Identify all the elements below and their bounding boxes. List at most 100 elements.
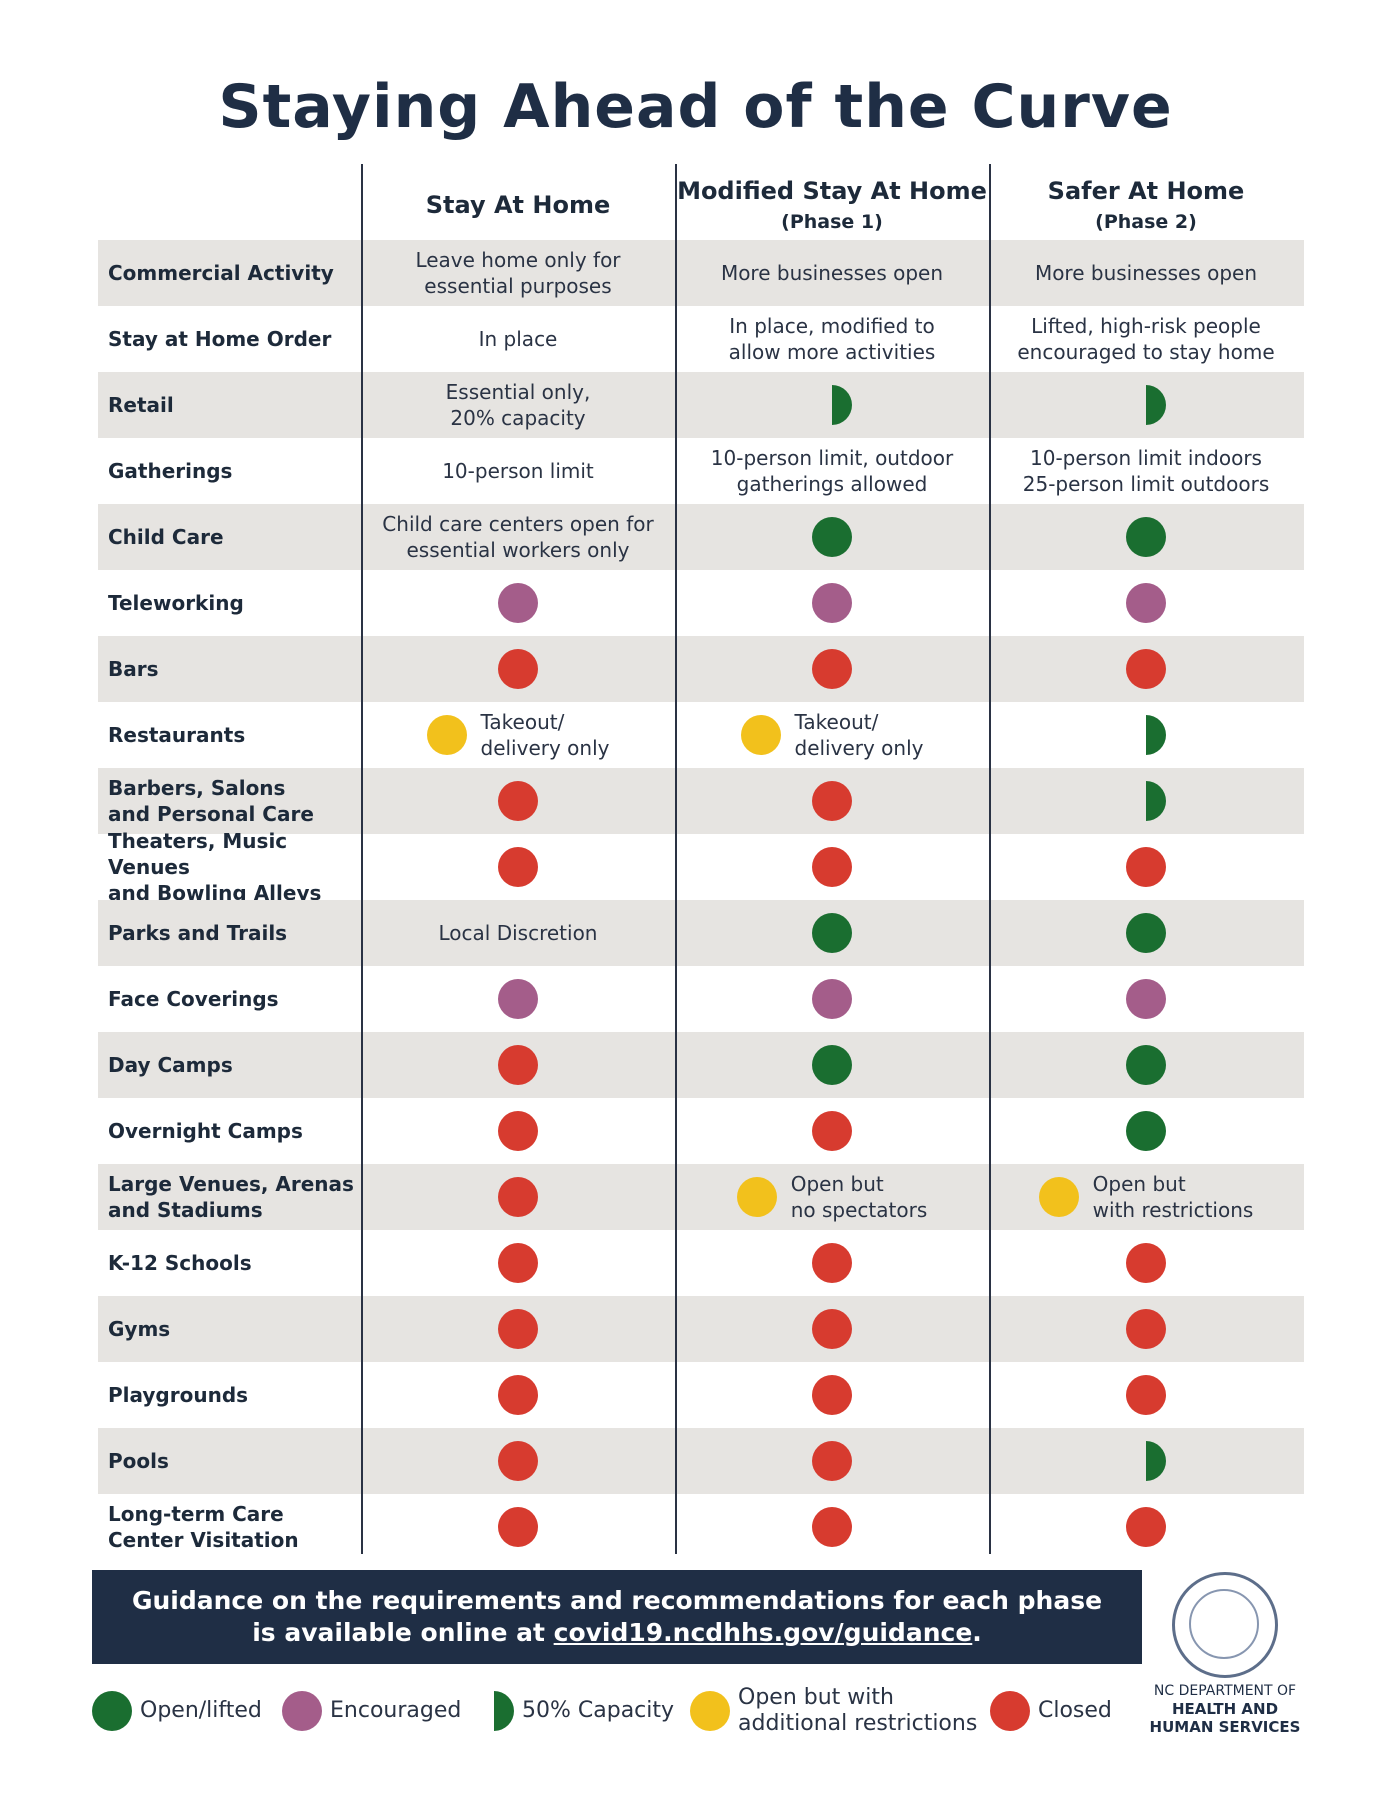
department-line-1: NC DEPARTMENT OF bbox=[1153, 1683, 1297, 1699]
table-cell bbox=[990, 1362, 1302, 1428]
table-cell bbox=[676, 504, 988, 570]
header-title: Modified Stay At Home bbox=[677, 177, 987, 205]
banner-line-2: is available online at covid19.ncdhhs.go… bbox=[252, 1617, 982, 1649]
red-dot-icon bbox=[812, 1111, 852, 1151]
cell-text: Takeout/delivery only bbox=[794, 710, 924, 760]
row-label: Long-term Care Center Visitation bbox=[108, 1502, 299, 1552]
table-cell bbox=[362, 1164, 674, 1230]
red-dot-icon bbox=[498, 1177, 538, 1217]
red-dot-icon bbox=[1126, 847, 1166, 887]
cell-text: Essential only, 20% capacity bbox=[445, 380, 591, 430]
table-cell: In place, modified to allow more activiti… bbox=[676, 306, 988, 372]
cell-text: 10-person limit indoors 25-person limit o… bbox=[1022, 446, 1270, 496]
status-with-note: Open but no spectators bbox=[736, 1171, 927, 1223]
table-cell: Takeout/delivery only bbox=[676, 702, 988, 768]
table-row: Teleworking bbox=[98, 570, 1304, 636]
table-row: Parks and Trails Local Discretion bbox=[98, 900, 1304, 966]
yellow-dot-icon bbox=[736, 1177, 777, 1217]
table-cell bbox=[990, 570, 1302, 636]
row-label: Gatherings bbox=[108, 459, 233, 483]
green-dot-icon bbox=[1126, 913, 1166, 953]
row-label: Overnight Camps bbox=[108, 1119, 303, 1143]
half-circle-icon bbox=[1146, 385, 1166, 425]
table-cell bbox=[362, 1230, 674, 1296]
status-with-note: Takeout/delivery only bbox=[426, 709, 609, 761]
header-stay-at-home: Stay At Home bbox=[362, 170, 674, 240]
legend-item: Open but with additional restrictions bbox=[690, 1685, 977, 1736]
purple-dot-icon bbox=[498, 583, 538, 623]
table-row: Day Camps bbox=[98, 1032, 1304, 1098]
red-dot-icon bbox=[1126, 649, 1166, 689]
row-label: Theaters, Music Venues and Bowling Alleys bbox=[108, 829, 322, 905]
red-dot-icon bbox=[498, 1375, 538, 1415]
header-subtitle: (Phase 2) bbox=[1095, 211, 1197, 233]
table-cell: Open but with restrictions bbox=[990, 1164, 1302, 1230]
red-dot-icon bbox=[498, 1441, 538, 1481]
red-dot-icon bbox=[498, 1111, 538, 1151]
red-dot-icon bbox=[1126, 1243, 1166, 1283]
green-dot-icon bbox=[92, 1691, 132, 1731]
table-row: Child Care Child care centers open for ess… bbox=[98, 504, 1304, 570]
cell-text: Child care centers open for essential wor… bbox=[382, 512, 654, 562]
table-cell: Child care centers open for essential wor… bbox=[362, 504, 674, 570]
legend-label: Open/lifted bbox=[140, 1698, 262, 1723]
header-modified-stay-at-home: Modified Stay At Home (Phase 1) bbox=[676, 170, 988, 240]
page-title: Staying Ahead of the Curve bbox=[218, 72, 1173, 142]
row-label: Child Care bbox=[108, 525, 224, 549]
table-cell bbox=[362, 636, 674, 702]
table-row: Stay at Home Order In place In place, modi… bbox=[98, 306, 1304, 372]
table-row: Bars bbox=[98, 636, 1304, 702]
red-dot-icon bbox=[812, 1375, 852, 1415]
table-cell bbox=[990, 1230, 1302, 1296]
row-label: Barbers, Salons and Personal Care bbox=[108, 776, 314, 826]
row-label: Stay at Home Order bbox=[108, 327, 332, 351]
status-with-note: Takeout/delivery only bbox=[740, 709, 924, 761]
table-cell: Takeout/delivery only bbox=[362, 702, 674, 768]
table-cell bbox=[990, 702, 1302, 768]
column-divider bbox=[675, 164, 677, 1554]
table-cell bbox=[676, 570, 988, 636]
red-dot-icon bbox=[498, 1045, 538, 1085]
table-row: Barbers, Salons and Personal Care bbox=[98, 768, 1304, 834]
header-title: Safer At Home bbox=[1047, 177, 1245, 205]
table-cell: More businesses open bbox=[676, 240, 988, 306]
yellow-dot-icon bbox=[690, 1691, 730, 1731]
red-dot-icon bbox=[812, 649, 852, 689]
table-cell bbox=[676, 1362, 988, 1428]
table-cell bbox=[362, 768, 674, 834]
table-cell: 10-person limit bbox=[362, 438, 674, 504]
banner-suffix: . bbox=[972, 1618, 982, 1647]
green-dot-icon bbox=[1126, 517, 1166, 557]
table-row: Overnight Camps bbox=[98, 1098, 1304, 1164]
row-label: Playgrounds bbox=[108, 1383, 249, 1407]
guidance-link[interactable]: covid19.ncdhhs.gov/guidance bbox=[553, 1618, 973, 1647]
table-cell bbox=[362, 1428, 674, 1494]
table-cell bbox=[362, 570, 674, 636]
half-circle-icon bbox=[1146, 715, 1166, 755]
table-cell bbox=[362, 834, 674, 900]
purple-dot-icon bbox=[812, 979, 852, 1019]
green-dot-icon bbox=[812, 1045, 852, 1085]
legend-label: Closed bbox=[1038, 1698, 1112, 1723]
row-label: Parks and Trails bbox=[108, 921, 288, 945]
table-cell bbox=[990, 1494, 1302, 1560]
green-dot-icon bbox=[812, 913, 852, 953]
row-label: Commercial Activity bbox=[108, 261, 334, 285]
table-cell bbox=[676, 768, 988, 834]
purple-dot-icon bbox=[1126, 583, 1166, 623]
table-cell: Leave home only for essential purposes bbox=[362, 240, 674, 306]
banner-line-1: Guidance on the requirements and recomme… bbox=[131, 1586, 1103, 1615]
green-dot-icon bbox=[812, 517, 852, 557]
table-cell: Essential only, 20% capacity bbox=[362, 372, 674, 438]
red-dot-icon bbox=[498, 847, 538, 887]
table-cell: Lifted, high-risk people encouraged to st… bbox=[990, 306, 1302, 372]
department-name: NC DEPARTMENT OF HEALTH AND HUMAN SERVIC… bbox=[1130, 1682, 1320, 1736]
red-dot-icon bbox=[812, 847, 852, 887]
cell-text: Local Discretion bbox=[438, 921, 598, 945]
row-label: Bars bbox=[108, 657, 159, 681]
table-cell bbox=[990, 1296, 1302, 1362]
cell-text: 10-person limit bbox=[442, 459, 594, 483]
table-cell bbox=[990, 372, 1302, 438]
legend-label: 50% Capacity bbox=[522, 1698, 675, 1723]
department-line-3: HUMAN SERVICES bbox=[1149, 1718, 1301, 1736]
